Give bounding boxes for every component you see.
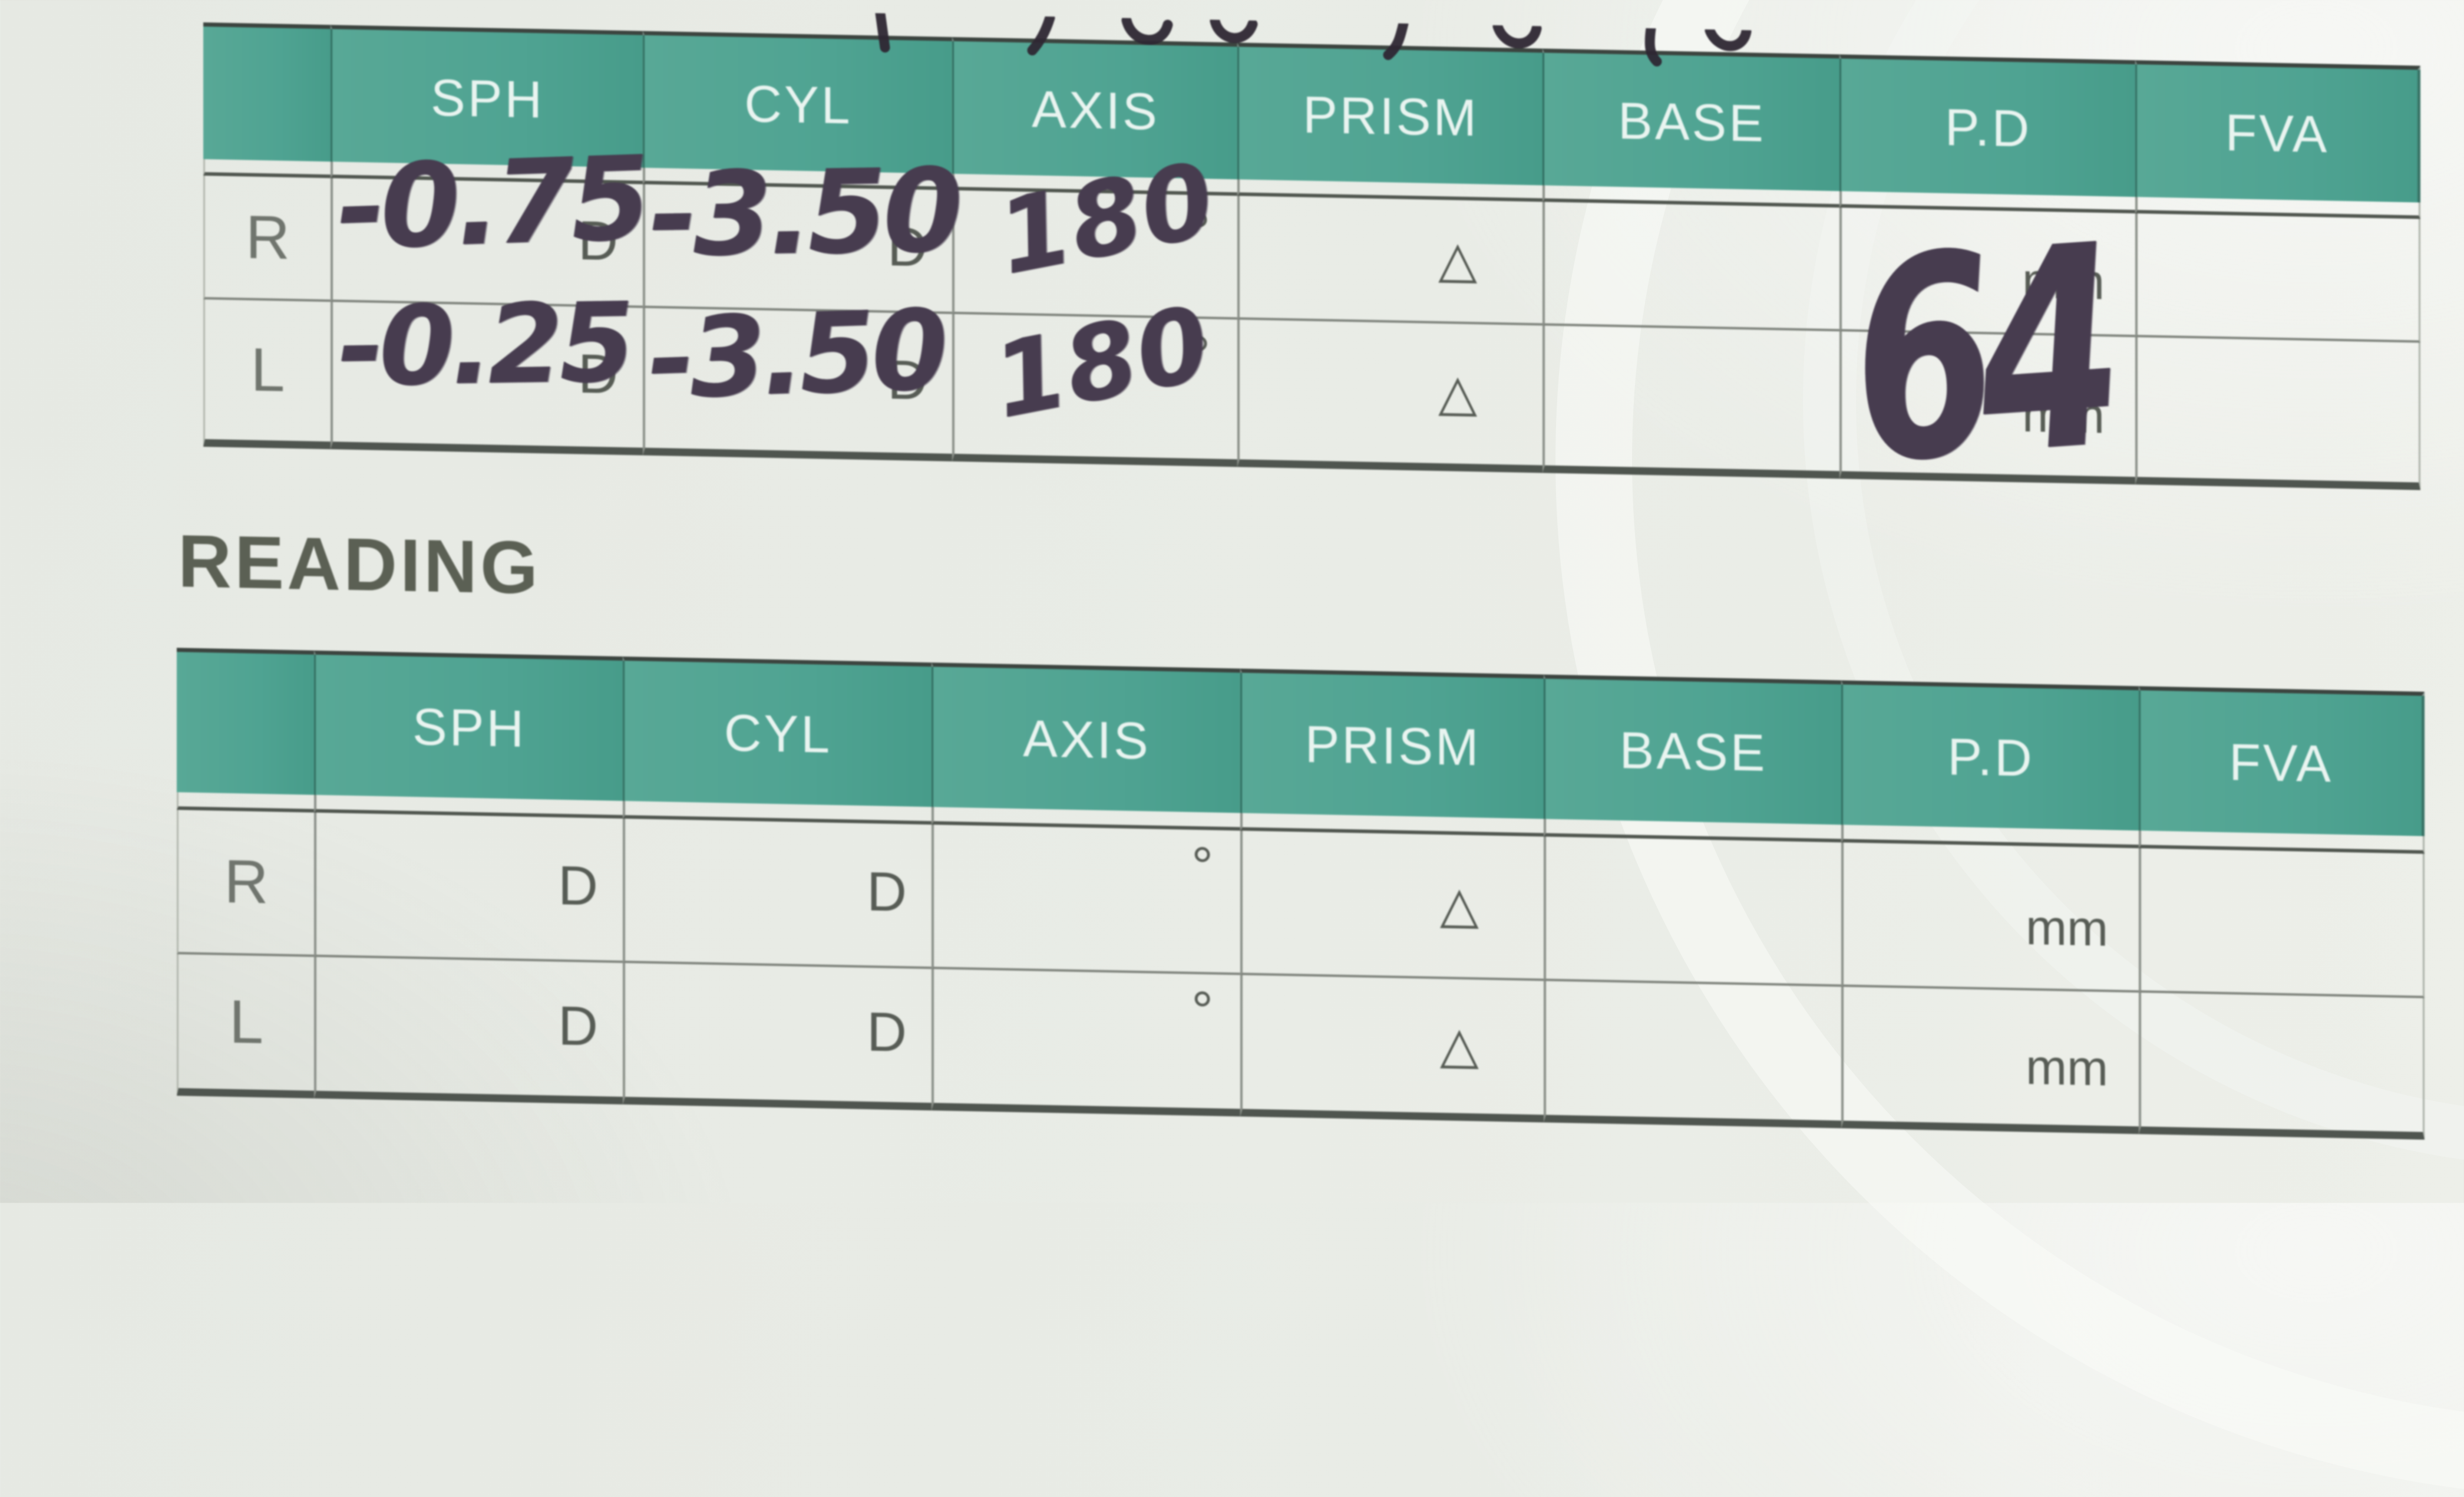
header-label: PRISM <box>1303 84 1479 147</box>
header-label: PRISM <box>1304 714 1481 777</box>
handwritten-pd: 64 <box>1839 186 2118 525</box>
degree-symbol: ° <box>1191 836 1213 897</box>
header-cell-pd: P.D <box>1839 54 2135 197</box>
cell-l-prism: △ <box>1237 319 1543 473</box>
cell-r-fva <box>2139 848 2425 998</box>
handwritten-sph-right: -0.75 <box>333 131 650 276</box>
header-label: FVA <box>2225 103 2330 164</box>
header-label: FVA <box>2229 733 2333 793</box>
cell-l-sph: D <box>314 957 623 1104</box>
header-cell-axis: AXIS <box>932 662 1240 813</box>
header-cell-prism: PRISM <box>1240 668 1544 819</box>
header-cell-sph: SPH <box>314 650 623 801</box>
mm-unit: mm <box>2026 1038 2108 1096</box>
cell-l-fva <box>2135 337 2420 490</box>
cell-r-prism: △ <box>1240 830 1544 981</box>
cell-l-fva <box>2139 992 2425 1140</box>
cell-l-prism: △ <box>1240 975 1544 1123</box>
row-label-l: L <box>177 954 314 1099</box>
header-cell-base: BASE <box>1544 674 1841 825</box>
header-cell-fva: FVA <box>2135 60 2420 203</box>
reading-table: SPH CYL AXIS PRISM BASE P.D FVA R D D ° … <box>177 648 2425 1140</box>
cut-off-handwriting-strokes <box>875 13 1752 67</box>
header-underline <box>203 159 331 179</box>
diopter-unit: D <box>558 994 598 1057</box>
cell-l-pd: mm <box>1841 987 2139 1135</box>
cell-r-base <box>1544 836 1841 987</box>
header-cell-pd: P.D <box>1841 680 2139 831</box>
mm-unit: mm <box>2026 899 2108 957</box>
prism-triangle-symbol: △ <box>1438 230 1478 289</box>
cell-r-pd: mm <box>1841 842 2139 993</box>
prism-triangle-symbol: △ <box>1438 364 1478 421</box>
header-underline <box>177 792 314 813</box>
header-cell-rowlabel <box>203 22 331 162</box>
diopter-unit: D <box>867 1000 907 1063</box>
header-cell-rowlabel <box>177 648 314 795</box>
header-label: P.D <box>1947 727 2034 787</box>
prescription-sheet: SPH CYL AXIS PRISM BASE P.D FVA R D D ° … <box>177 13 2425 1140</box>
cell-r-base <box>1543 202 1839 332</box>
reading-section-title: READING <box>178 519 541 610</box>
cell-r-sph: D <box>314 812 623 963</box>
prism-triangle-symbol: △ <box>1439 876 1479 934</box>
handwritten-sph-left: -0.25 <box>336 278 633 411</box>
header-label: AXIS <box>1032 79 1160 141</box>
diopter-unit: D <box>558 853 598 917</box>
cell-l-cyl: D <box>623 962 932 1111</box>
header-label: P.D <box>1944 97 2032 158</box>
cell-r-prism: △ <box>1237 196 1543 326</box>
header-label: BASE <box>1618 91 1766 153</box>
degree-symbol: ° <box>1191 980 1213 1041</box>
header-label: CYL <box>724 703 833 764</box>
header-label: AXIS <box>1023 709 1151 770</box>
diopter-unit: D <box>867 860 907 923</box>
header-label: SPH <box>412 697 526 758</box>
header-label: SPH <box>431 68 544 128</box>
prism-triangle-symbol: △ <box>1439 1016 1479 1074</box>
row-label-r: R <box>177 810 314 957</box>
row-label-l: L <box>203 299 331 450</box>
header-cell-cyl: CYL <box>623 656 932 807</box>
row-label-r: R <box>203 176 331 302</box>
handwritten-cyl-right: -3.50 <box>647 143 961 283</box>
header-label: BASE <box>1619 720 1768 782</box>
cell-r-cyl: D <box>623 818 932 970</box>
cell-r-fva <box>2135 213 2420 343</box>
cell-l-axis: ° <box>932 969 1240 1117</box>
cell-l-base <box>1544 981 1841 1129</box>
cell-r-axis: ° <box>932 825 1240 975</box>
header-label: CYL <box>744 74 853 135</box>
header-cell-fva: FVA <box>2139 686 2425 836</box>
handwritten-cyl-left: -3.50 <box>645 285 947 424</box>
cell-l-base <box>1543 325 1839 479</box>
